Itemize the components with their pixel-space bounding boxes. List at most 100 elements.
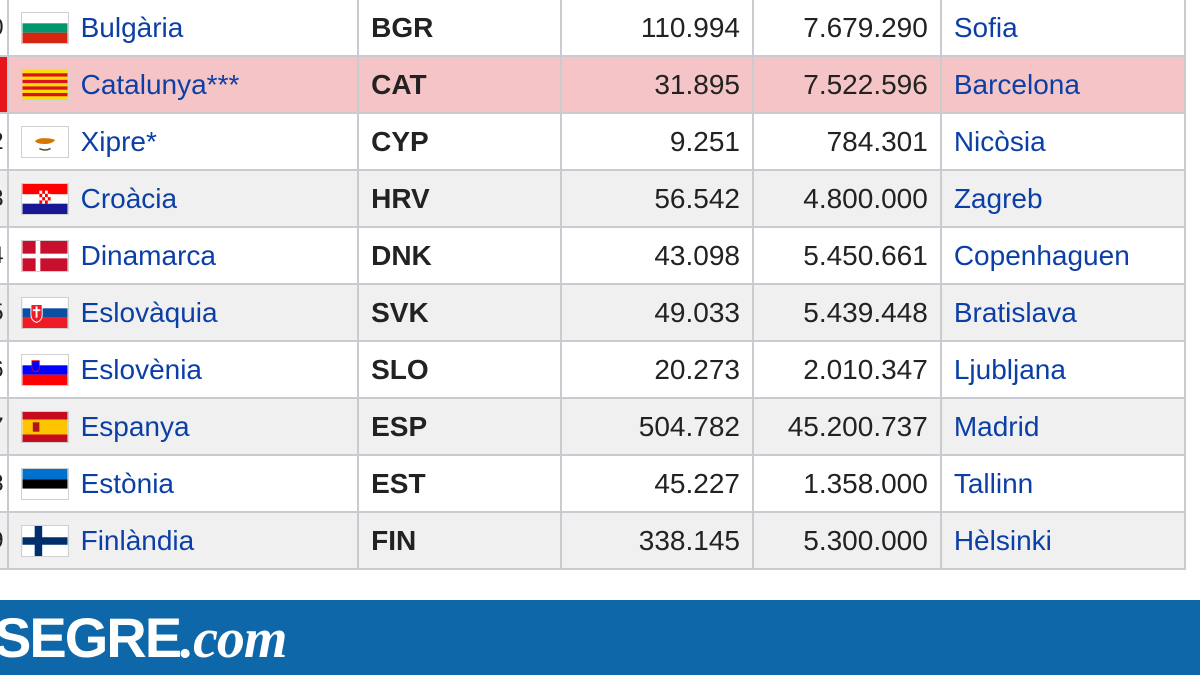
logo-suffix-text: .com — [180, 608, 287, 670]
row-index-cell: 3 — [0, 169, 9, 228]
row-index: 7 — [0, 413, 4, 441]
country-cell: Croàcia — [6, 169, 360, 228]
highlight-marker — [0, 58, 6, 111]
capital-link[interactable]: Copenhaguen — [939, 226, 1187, 285]
row-index: 2 — [0, 128, 4, 156]
country-code: BGR — [357, 0, 562, 57]
row-index-cell: 8 — [0, 454, 9, 513]
country-code: CYP — [357, 112, 562, 171]
country-link[interactable]: Estònia — [80, 467, 174, 499]
countries-table: 0BulgàriaBGR110.9947.679.290SofiaCatalun… — [0, 0, 1187, 570]
row-index-cell: 7 — [0, 397, 9, 456]
population-value: 784.301 — [751, 112, 942, 171]
country-link[interactable]: Eslovènia — [80, 353, 202, 385]
row-index-cell: 9 — [0, 511, 9, 570]
slovakia-flag-icon — [20, 296, 69, 329]
area-value: 20.273 — [560, 340, 754, 399]
area-value: 338.145 — [560, 511, 754, 570]
finland-flag-icon — [20, 524, 69, 557]
country-code: CAT — [357, 55, 562, 114]
area-value: 110.994 — [560, 0, 754, 57]
row-index: 5 — [0, 299, 4, 327]
country-cell: Eslovàquia — [6, 283, 360, 342]
country-code: HRV — [357, 169, 562, 228]
capital-link[interactable]: Hèlsinki — [939, 511, 1187, 570]
table-row: Catalunya*** CAT 31.895 7.522.596 Barcelona — [0, 55, 1187, 114]
estonia-flag-icon — [20, 467, 69, 500]
capital-link[interactable]: Ljubljana — [939, 340, 1187, 399]
country-link[interactable]: Espanya — [80, 410, 190, 442]
row-index: 6 — [0, 356, 4, 384]
country-link[interactable]: Croàcia — [80, 182, 178, 214]
capital-link[interactable]: Barcelona — [939, 55, 1187, 114]
row-index: 9 — [0, 527, 4, 555]
country-cell: Estònia — [6, 454, 360, 513]
population-value: 7.679.290 — [751, 0, 942, 57]
countries-table-body: 0BulgàriaBGR110.9947.679.290SofiaCatalun… — [0, 0, 1187, 570]
population-value: 2.010.347 — [751, 340, 942, 399]
country-cell: Catalunya*** — [6, 55, 360, 114]
area-value: 9.251 — [560, 112, 754, 171]
capital-link[interactable]: Tallinn — [939, 454, 1187, 513]
population-value: 1.358.000 — [751, 454, 942, 513]
country-cell: Finlàndia — [6, 511, 360, 570]
croatia-flag-icon — [20, 182, 69, 215]
country-cell: Eslovènia — [6, 340, 360, 399]
countries-table-viewport: 0BulgàriaBGR110.9947.679.290SofiaCatalun… — [0, 0, 1187, 570]
population-value: 45.200.737 — [751, 397, 942, 456]
segre-logo[interactable]: SEGRE.com — [0, 606, 287, 670]
row-index-cell: 5 — [0, 283, 9, 342]
row-index: 3 — [0, 185, 4, 213]
country-link[interactable]: Eslovàquia — [80, 296, 218, 328]
row-index: 8 — [0, 470, 4, 498]
area-value: 45.227 — [560, 454, 754, 513]
catalonia-flag-icon — [20, 68, 69, 101]
area-value: 49.033 — [560, 283, 754, 342]
country-code: DNK — [357, 226, 562, 285]
country-link[interactable]: Bulgària — [80, 11, 184, 43]
country-code: FIN — [357, 511, 562, 570]
capital-link[interactable]: Nicòsia — [939, 112, 1187, 171]
country-cell: Dinamarca — [6, 226, 360, 285]
denmark-flag-icon — [20, 239, 69, 272]
footer-bar: SEGRE.com — [0, 600, 1200, 675]
row-index: 0 — [0, 14, 4, 42]
row-index: 4 — [0, 242, 4, 270]
population-value: 5.300.000 — [751, 511, 942, 570]
row-index-cell: 2 — [0, 112, 9, 171]
population-value: 7.522.596 — [751, 55, 942, 114]
country-cell: Bulgària — [6, 0, 360, 57]
slovenia-flag-icon — [20, 353, 69, 386]
row-index-cell — [0, 55, 9, 114]
cyprus-flag-icon — [20, 125, 69, 158]
country-link[interactable]: Catalunya*** — [80, 68, 240, 100]
country-cell: Espanya — [6, 397, 360, 456]
capital-link[interactable]: Zagreb — [939, 169, 1187, 228]
area-value: 43.098 — [560, 226, 754, 285]
row-index-cell: 4 — [0, 226, 9, 285]
country-link[interactable]: Xipre* — [80, 125, 157, 157]
country-link[interactable]: Finlàndia — [80, 524, 195, 556]
capital-link[interactable]: Sofia — [939, 0, 1187, 57]
country-link[interactable]: Dinamarca — [80, 239, 216, 271]
capital-link[interactable]: Bratislava — [939, 283, 1187, 342]
area-value: 504.782 — [560, 397, 754, 456]
logo-main-text: SEGRE — [0, 606, 182, 669]
area-value: 31.895 — [560, 55, 754, 114]
country-code: ESP — [357, 397, 562, 456]
country-cell: Xipre* — [6, 112, 360, 171]
spain-flag-icon — [20, 410, 69, 443]
country-code: SVK — [357, 283, 562, 342]
population-value: 5.450.661 — [751, 226, 942, 285]
capital-link[interactable]: Madrid — [939, 397, 1187, 456]
row-index-cell: 0 — [0, 0, 9, 57]
bulgaria-flag-icon — [20, 11, 69, 44]
